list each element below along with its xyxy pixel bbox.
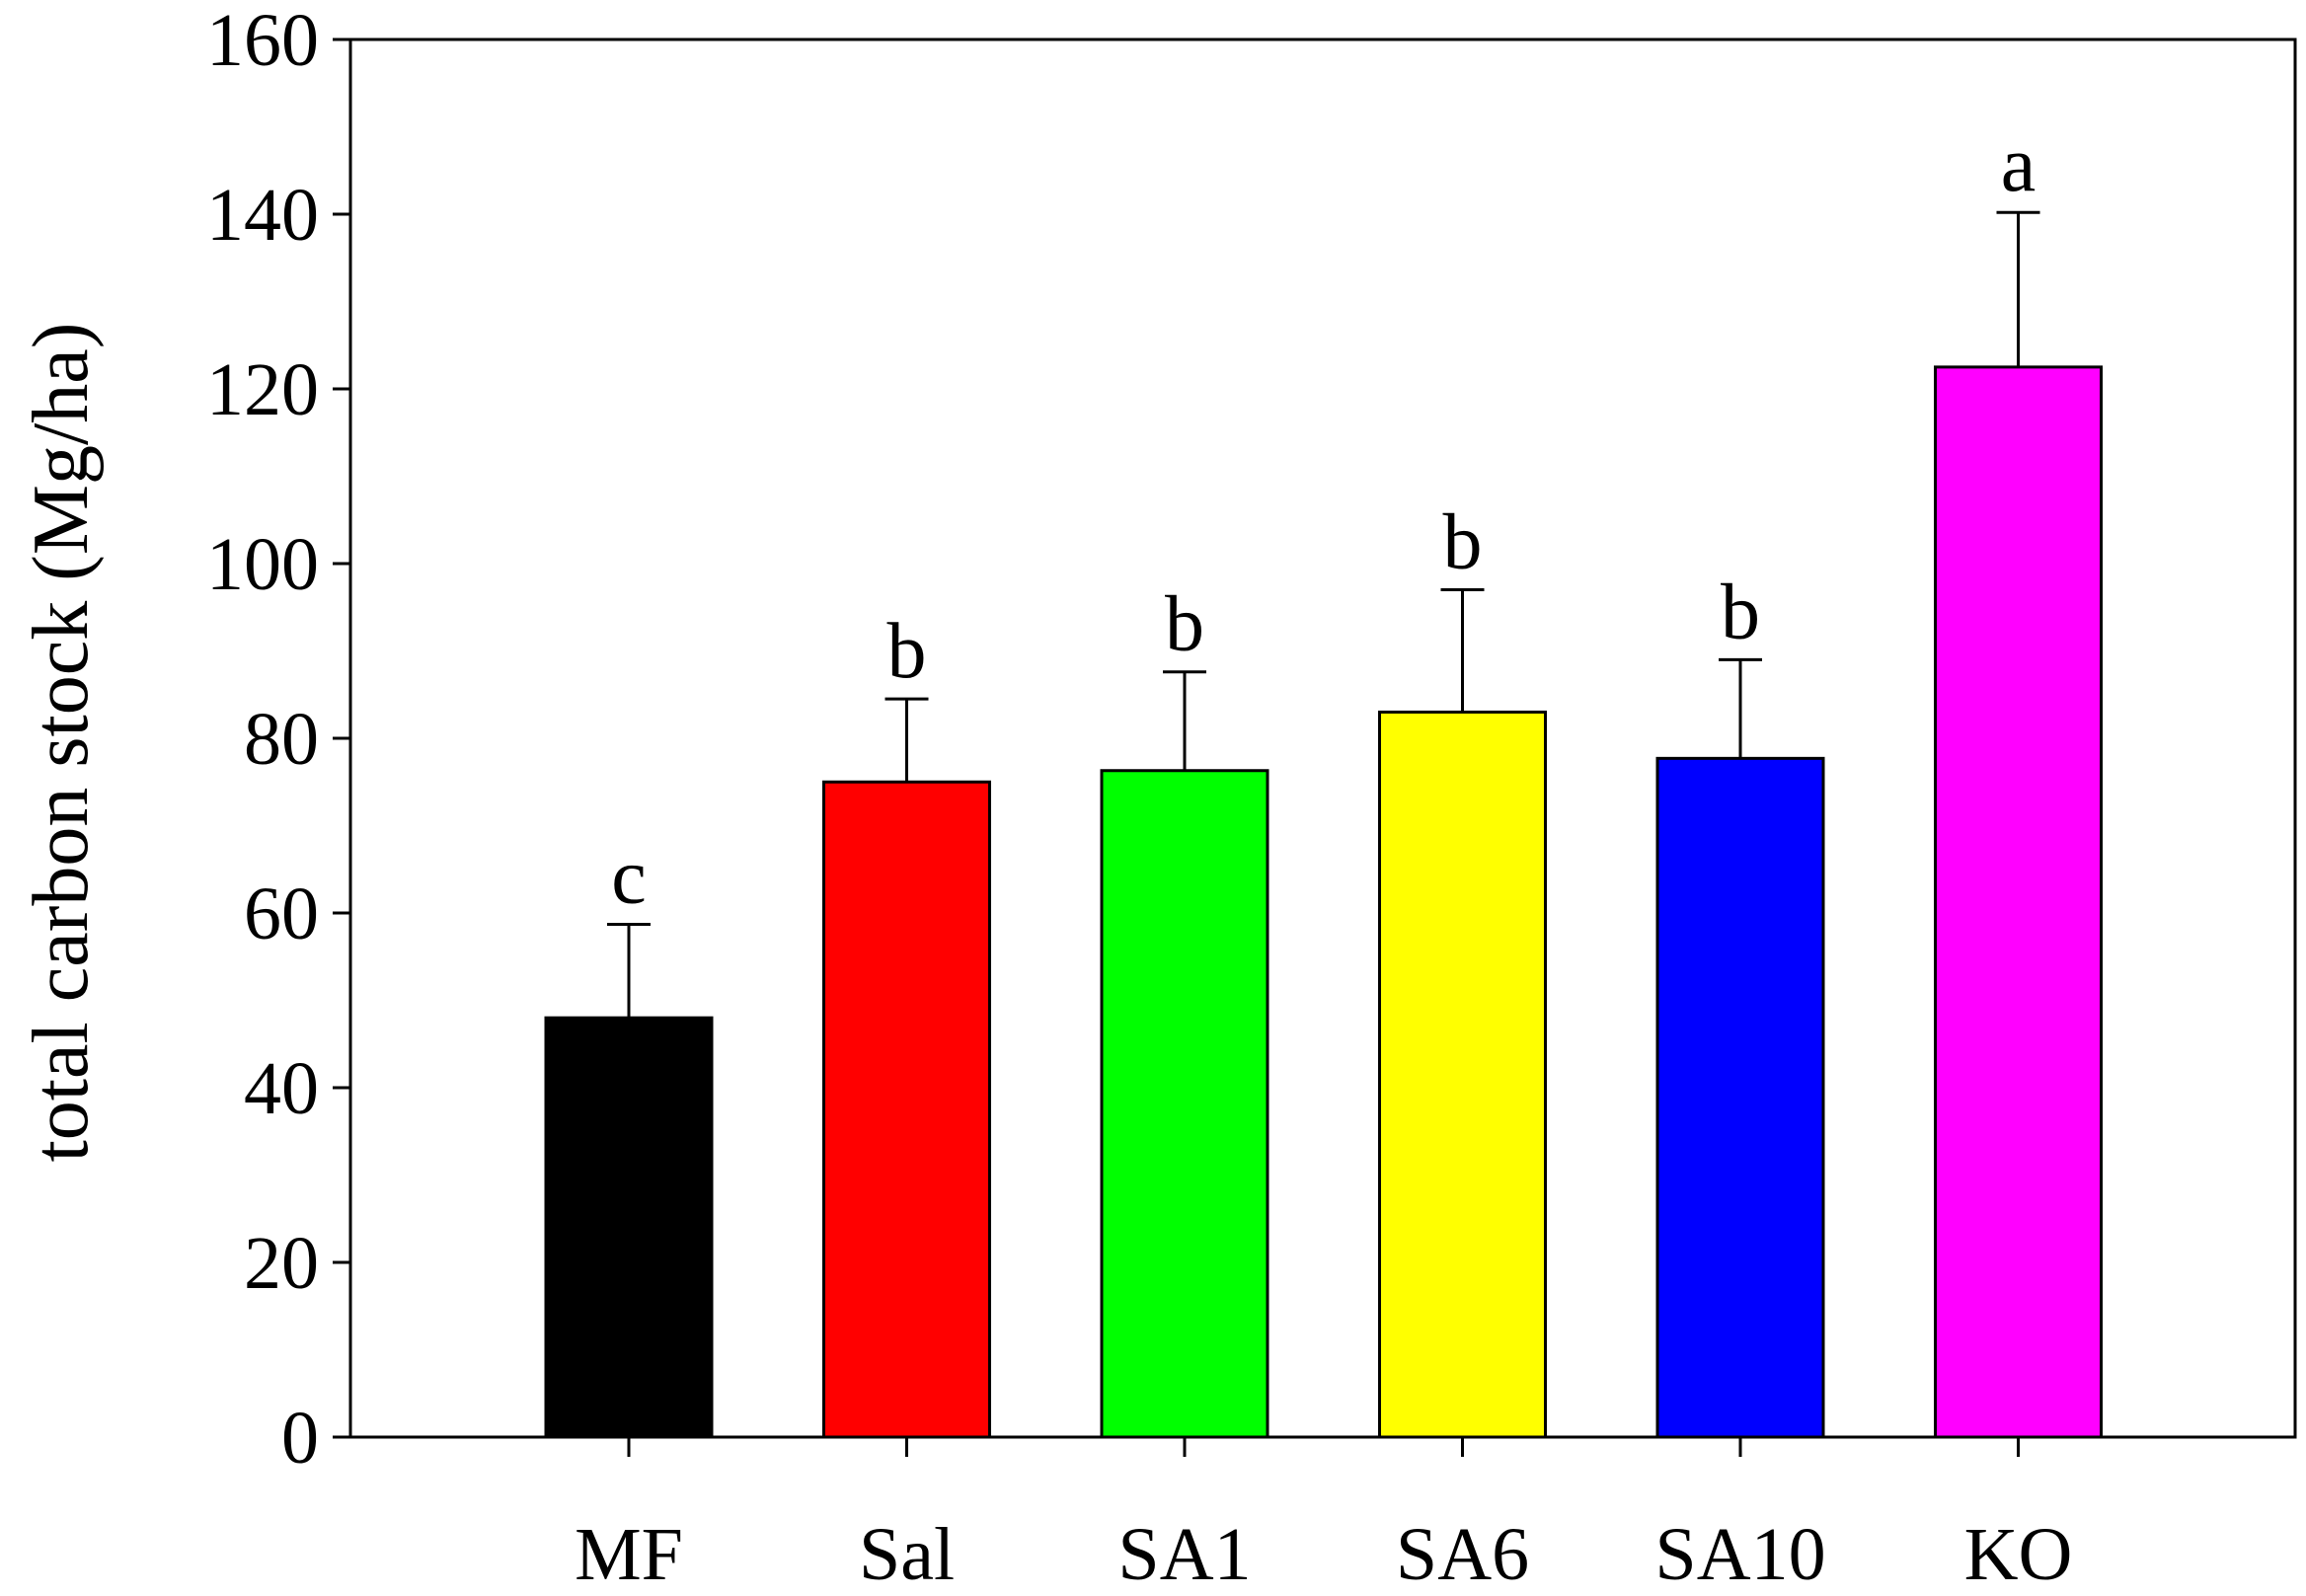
y-tick-label-80: 80 <box>244 698 319 781</box>
significance-label-ko: a <box>2001 121 2037 208</box>
x-tick-label-sal: Sal <box>859 1513 955 1596</box>
x-tick-label-sa1: SA1 <box>1117 1513 1251 1596</box>
labels: 0 20 40 60 80 100 120 140 160 MF c Sal b SA1 b SA6 b SA10… <box>206 0 2072 1596</box>
y-tick-label-0: 0 <box>281 1397 319 1480</box>
significance-label-mf: c <box>611 834 647 921</box>
significance-label-sa1: b <box>1165 581 1204 668</box>
y-tick-label-20: 20 <box>244 1222 319 1305</box>
x-tick-label-sa10: SA10 <box>1654 1513 1825 1596</box>
y-tick-label-40: 40 <box>244 1047 319 1130</box>
y-tick-label-100: 100 <box>206 523 319 606</box>
y-tick-label-160: 160 <box>206 0 319 82</box>
x-tick-label-sa6: SA6 <box>1396 1513 1529 1596</box>
y-tick-label-120: 120 <box>206 348 319 431</box>
bar-ko <box>1934 365 2103 1439</box>
significance-label-sa10: b <box>1721 569 1760 655</box>
error-bars <box>607 210 2040 1019</box>
y-tick-label-140: 140 <box>206 174 319 257</box>
bar-sa10 <box>1655 756 1825 1439</box>
y-tick-label-60: 60 <box>244 873 319 955</box>
x-tick-label-mf: MF <box>575 1513 683 1596</box>
bar-sal <box>822 780 991 1439</box>
x-tick-label-ko: KO <box>1964 1513 2073 1596</box>
y-axis-title: total carbon stock (Mg/ha) <box>18 323 105 1163</box>
significance-label-sa6: b <box>1443 499 1483 586</box>
bar-sa6 <box>1378 710 1547 1439</box>
bar-mf <box>544 1016 714 1439</box>
bars <box>544 365 2103 1439</box>
bar-sa1 <box>1100 769 1269 1439</box>
significance-label-sal: b <box>887 608 927 695</box>
